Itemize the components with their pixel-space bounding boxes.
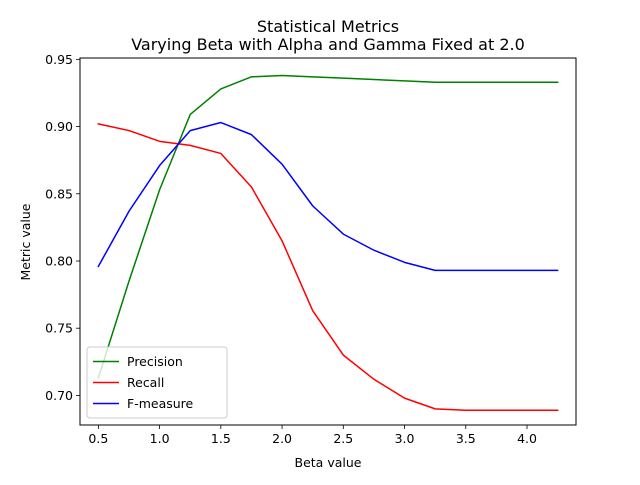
y-tick-label: 0.80	[45, 253, 73, 268]
x-tick-label: 3.5	[456, 431, 476, 446]
y-tick-label: 0.70	[45, 388, 73, 403]
legend-label-recall: Recall	[127, 375, 164, 390]
plot-area	[97, 74, 559, 411]
y-tick-label: 0.75	[45, 321, 73, 336]
y-tick-label: 0.95	[45, 52, 73, 67]
chart-subtitle: Varying Beta with Alpha and Gamma Fixed …	[131, 35, 525, 54]
x-tick-label: 4.0	[517, 431, 537, 446]
series-line-recall	[97, 122, 559, 411]
axes-frame	[79, 57, 577, 426]
y-axis-label: Metric value	[18, 203, 33, 280]
series-line-precision	[97, 74, 559, 379]
legend-box	[86, 346, 228, 419]
legend: Precision Recall F-measure	[86, 346, 228, 419]
x-tick-label: 2.0	[272, 431, 292, 446]
x-axis-label: Beta value	[295, 455, 362, 470]
x-tick-label: 0.5	[88, 431, 108, 446]
legend-label-precision: Precision	[127, 354, 183, 369]
y-tick-label: 0.85	[45, 186, 73, 201]
x-tick-label: 1.5	[211, 431, 231, 446]
y-tick-label: 0.90	[45, 119, 73, 134]
x-tick-label: 1.0	[150, 431, 170, 446]
chart-title: Statistical Metrics	[257, 17, 399, 36]
x-tick-label: 2.5	[333, 431, 353, 446]
series-line-f-measure	[97, 121, 559, 272]
axes: 0.5 1.0 1.5 2.0 2.5 3.0 3.5 4.0 0.70 0.75 0.80 0.85…	[45, 52, 577, 446]
x-tick-label: 3.0	[395, 431, 415, 446]
legend-label-f-measure: F-measure	[127, 396, 194, 411]
